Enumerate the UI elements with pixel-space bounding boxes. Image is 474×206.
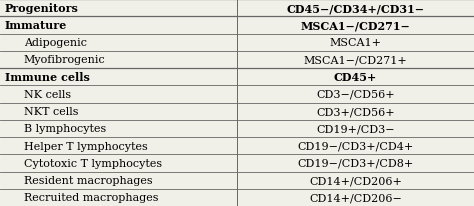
Text: Recruited macrophages: Recruited macrophages bbox=[24, 192, 158, 202]
Text: MSCA1−/CD271+: MSCA1−/CD271+ bbox=[304, 55, 407, 65]
Text: Helper T lymphocytes: Helper T lymphocytes bbox=[24, 141, 147, 151]
Text: CD14+/CD206−: CD14+/CD206− bbox=[309, 192, 402, 202]
Text: Myofibrogenic: Myofibrogenic bbox=[24, 55, 105, 65]
Text: Cytotoxic T lymphocytes: Cytotoxic T lymphocytes bbox=[24, 158, 162, 168]
Text: CD45+: CD45+ bbox=[334, 72, 377, 83]
Text: MSCA1+: MSCA1+ bbox=[329, 38, 382, 48]
Text: Adipogenic: Adipogenic bbox=[24, 38, 87, 48]
Text: CD3+/CD56+: CD3+/CD56+ bbox=[316, 107, 395, 117]
Text: CD19−/CD3+/CD8+: CD19−/CD3+/CD8+ bbox=[297, 158, 414, 168]
Text: NK cells: NK cells bbox=[24, 89, 71, 99]
Text: B lymphocytes: B lymphocytes bbox=[24, 124, 106, 134]
Text: MSCA1−/CD271−: MSCA1−/CD271− bbox=[301, 20, 410, 31]
Text: Resident macrophages: Resident macrophages bbox=[24, 175, 152, 185]
Text: NKT cells: NKT cells bbox=[24, 107, 78, 117]
Text: CD14+/CD206+: CD14+/CD206+ bbox=[309, 175, 402, 185]
Text: CD45−/CD34+/CD31−: CD45−/CD34+/CD31− bbox=[286, 3, 425, 14]
Text: CD19−/CD3+/CD4+: CD19−/CD3+/CD4+ bbox=[297, 141, 414, 151]
Text: CD3−/CD56+: CD3−/CD56+ bbox=[316, 89, 395, 99]
Text: Immune cells: Immune cells bbox=[5, 72, 90, 83]
Text: CD19+/CD3−: CD19+/CD3− bbox=[316, 124, 395, 134]
Text: Progenitors: Progenitors bbox=[5, 3, 79, 14]
Text: Immature: Immature bbox=[5, 20, 67, 31]
